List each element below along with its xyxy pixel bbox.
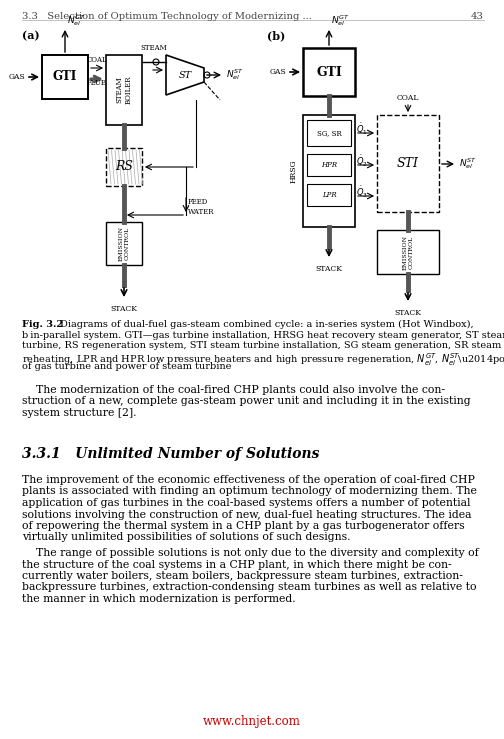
FancyBboxPatch shape	[377, 230, 439, 274]
Text: Diagrams of dual-fuel gas-steam combined cycle: a in-series system (Hot Windbox): Diagrams of dual-fuel gas-steam combined…	[60, 320, 474, 329]
Text: COAL: COAL	[397, 94, 419, 102]
Text: virtually unlimited possibilities of solutions of such designs.: virtually unlimited possibilities of sol…	[22, 533, 350, 542]
FancyBboxPatch shape	[303, 48, 355, 96]
FancyBboxPatch shape	[42, 55, 88, 99]
FancyBboxPatch shape	[307, 184, 351, 206]
Text: The modernization of the coal-fired CHP plants could also involve the con-: The modernization of the coal-fired CHP …	[22, 385, 445, 395]
Text: (a): (a)	[22, 30, 40, 41]
Text: $\dot{Q}_1$: $\dot{Q}_1$	[356, 121, 368, 137]
Text: plants is associated with finding an optimum technology of modernizing them. The: plants is associated with finding an opt…	[22, 486, 477, 497]
Text: $\dot{Q}_2$: $\dot{Q}_2$	[356, 153, 368, 168]
Text: 3.3.1   Unlimited Number of Solutions: 3.3.1 Unlimited Number of Solutions	[22, 447, 320, 461]
Text: turbine, RS regeneration system, STI steam turbine installation, SG steam genera: turbine, RS regeneration system, STI ste…	[22, 341, 501, 350]
FancyBboxPatch shape	[106, 222, 142, 265]
Text: $\dot{Q}_3$: $\dot{Q}_3$	[356, 184, 368, 200]
Text: STI: STI	[397, 157, 419, 170]
Text: The range of possible solutions is not only due to the diversity and complexity : The range of possible solutions is not o…	[22, 548, 479, 558]
Text: HPR: HPR	[321, 161, 337, 169]
Text: STACK: STACK	[395, 309, 421, 317]
Text: (b): (b)	[267, 30, 285, 41]
Text: currently water boilers, steam boilers, backpressure steam turbines, extraction-: currently water boilers, steam boilers, …	[22, 571, 463, 581]
Text: FLUE: FLUE	[87, 79, 107, 87]
Text: of gas turbine and power of steam turbine: of gas turbine and power of steam turbin…	[22, 362, 231, 371]
Text: $N_{el}^{ST}$: $N_{el}^{ST}$	[459, 157, 477, 171]
Text: RS: RS	[115, 160, 133, 174]
Text: the structure of the coal systems in a CHP plant, in which there might be con-: the structure of the coal systems in a C…	[22, 559, 452, 570]
Text: 3.3   Selection of Optimum Technology of Modernizing ...: 3.3 Selection of Optimum Technology of M…	[22, 12, 312, 21]
Text: EMISSION
CONTROL: EMISSION CONTROL	[118, 226, 130, 261]
Text: of repowering the thermal system in a CHP plant by a gas turbogenerator offers: of repowering the thermal system in a CH…	[22, 521, 465, 531]
Text: LPR: LPR	[322, 191, 336, 199]
Text: system structure [2].: system structure [2].	[22, 408, 137, 418]
Text: b in-parallel system. GTI—gas turbine installation, HRSG heat recovery steam gen: b in-parallel system. GTI—gas turbine in…	[22, 330, 504, 339]
Text: ST: ST	[178, 70, 192, 80]
FancyBboxPatch shape	[307, 120, 351, 146]
Text: GAS: GAS	[269, 68, 286, 76]
Text: COAL: COAL	[87, 56, 107, 64]
FancyBboxPatch shape	[377, 115, 439, 212]
Text: EMISSION
CONTROL: EMISSION CONTROL	[403, 234, 413, 270]
Text: GAS: GAS	[8, 73, 25, 81]
FancyBboxPatch shape	[303, 115, 355, 227]
FancyBboxPatch shape	[106, 55, 142, 125]
Text: Fig. 3.2: Fig. 3.2	[22, 320, 63, 329]
Text: FEED
WATER: FEED WATER	[188, 198, 215, 216]
Text: GTI: GTI	[53, 70, 77, 84]
FancyBboxPatch shape	[307, 154, 351, 176]
Text: STEAM: STEAM	[141, 44, 167, 52]
Text: $N_{el}^{ST}$: $N_{el}^{ST}$	[226, 67, 244, 83]
Text: SG, SR: SG, SR	[317, 129, 341, 137]
Text: struction of a new, complete gas-steam power unit and including it in the existi: struction of a new, complete gas-steam p…	[22, 397, 471, 406]
Text: reheating, LPR and HPR low pressure heaters and high pressure regeneration, $N_{: reheating, LPR and HPR low pressure heat…	[22, 352, 504, 368]
FancyBboxPatch shape	[106, 148, 142, 186]
Text: www.chnjet.com: www.chnjet.com	[203, 715, 301, 729]
Text: STEAM
BOILER: STEAM BOILER	[115, 76, 133, 104]
Text: $N_{el}^{GT}$: $N_{el}^{GT}$	[331, 13, 350, 28]
Text: STACK: STACK	[316, 265, 343, 273]
Polygon shape	[166, 55, 204, 95]
Text: GTI: GTI	[316, 66, 342, 78]
Text: 43: 43	[471, 12, 484, 21]
Text: backpressure turbines, extraction-condensing steam turbines as well as relative : backpressure turbines, extraction-conden…	[22, 582, 476, 593]
Text: application of gas turbines in the coal-based systems offers a number of potenti: application of gas turbines in the coal-…	[22, 498, 471, 508]
Text: STACK: STACK	[110, 305, 138, 313]
Text: the manner in which modernization is performed.: the manner in which modernization is per…	[22, 594, 296, 604]
Text: The improvement of the economic effectiveness of the operation of coal-fired CHP: The improvement of the economic effectiv…	[22, 475, 475, 485]
Text: solutions involving the construction of new, dual-fuel heating structures. The i: solutions involving the construction of …	[22, 509, 472, 520]
Text: $N_{el}^{GT}$: $N_{el}^{GT}$	[67, 13, 86, 28]
Text: HRSG: HRSG	[290, 159, 298, 183]
